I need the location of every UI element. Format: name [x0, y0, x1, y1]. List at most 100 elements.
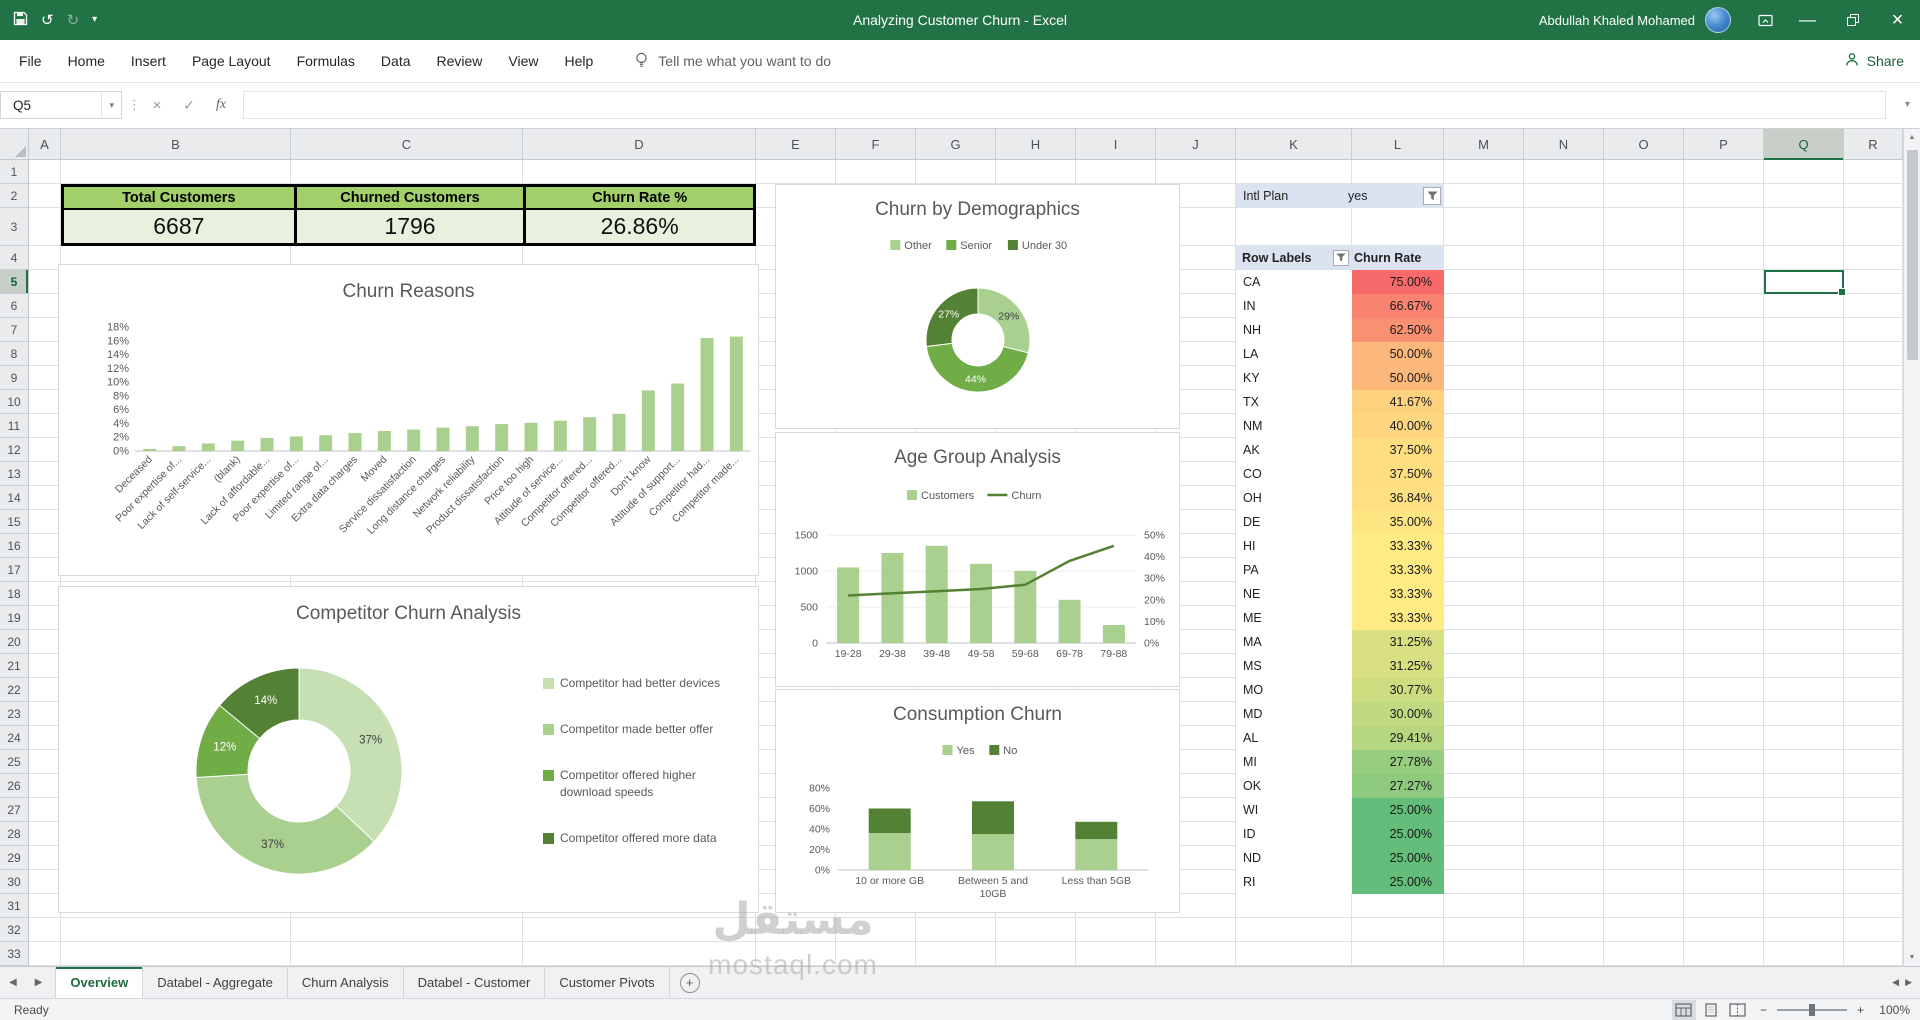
scroll-up-icon[interactable]: ▲ [1908, 134, 1916, 141]
pivot-state-cell[interactable]: AK [1236, 438, 1352, 462]
pivot-state-cell[interactable]: OH [1236, 486, 1352, 510]
ribbon-tab-file[interactable]: File [19, 52, 42, 69]
sheet-tab-databel-customer[interactable]: Databel - Customer [404, 967, 546, 998]
ribbon-tab-page-layout[interactable]: Page Layout [191, 52, 271, 69]
filter-value[interactable]: yes [1348, 189, 1368, 203]
formula-bar-handle[interactable]: ⋮ [128, 97, 141, 112]
page-break-view-icon[interactable] [1726, 1000, 1750, 1020]
formula-input[interactable] [243, 91, 1886, 119]
restore-button[interactable] [1830, 0, 1875, 40]
pivot-state-cell[interactable]: OK [1236, 774, 1352, 798]
column-header-R[interactable]: R [1844, 129, 1903, 160]
pivot-rate-cell[interactable]: 31.25% [1352, 630, 1444, 654]
pivot-rate-cell[interactable]: 36.84% [1352, 486, 1444, 510]
sheet-tab-overview[interactable]: Overview [55, 967, 144, 998]
pivot-rate-cell[interactable]: 40.00% [1352, 414, 1444, 438]
pivot-state-cell[interactable]: ND [1236, 846, 1352, 870]
pivot-rate-cell[interactable]: 33.33% [1352, 534, 1444, 558]
column-header-B[interactable]: B [61, 129, 291, 160]
row-header-23[interactable]: 23 [0, 702, 28, 726]
column-header-E[interactable]: E [756, 129, 836, 160]
column-header-L[interactable]: L [1352, 129, 1444, 160]
column-header-G[interactable]: G [916, 129, 996, 160]
pivot-header-row-labels[interactable]: Row Labels [1236, 246, 1352, 270]
column-header-H[interactable]: H [996, 129, 1076, 160]
row-header-1[interactable]: 1 [0, 160, 28, 184]
kpi-value[interactable]: 1796 [296, 210, 524, 243]
user-name[interactable]: Abdullah Khaled Mohamed [1538, 12, 1695, 28]
pivot-state-cell[interactable]: MD [1236, 702, 1352, 726]
ribbon-tab-data[interactable]: Data [380, 52, 411, 69]
redo-icon[interactable]: ↻ [66, 11, 80, 29]
pivot-rate-cell[interactable]: 75.00% [1352, 270, 1444, 294]
pivot-rate-cell[interactable]: 27.27% [1352, 774, 1444, 798]
pivot-state-cell[interactable]: MS [1236, 654, 1352, 678]
consumption-churn-chart[interactable]: Consumption Churn Yes No 0% 20% 40% 60% 80% 10 … [775, 689, 1180, 913]
column-header-O[interactable]: O [1604, 129, 1684, 160]
kpi-value[interactable]: 26.86% [526, 210, 753, 243]
row-header-2[interactable]: 2 [0, 184, 28, 208]
pivot-rate-cell[interactable]: 35.00% [1352, 510, 1444, 534]
column-header-D[interactable]: D [523, 129, 756, 160]
row-header-14[interactable]: 14 [0, 486, 28, 510]
age-group-chart[interactable]: Age Group Analysis Customers Churn 0 500 100… [775, 432, 1180, 687]
select-all-corner[interactable] [0, 129, 29, 160]
add-sheet-button[interactable]: + [679, 972, 700, 993]
pivot-state-cell[interactable]: PA [1236, 558, 1352, 582]
pivot-state-cell[interactable]: RI [1236, 870, 1352, 894]
row-header-19[interactable]: 19 [0, 606, 28, 630]
row-header-7[interactable]: 7 [0, 318, 28, 342]
zoom-level[interactable]: 100% [1879, 1002, 1910, 1017]
row-header-22[interactable]: 22 [0, 678, 28, 702]
row-header-6[interactable]: 6 [0, 294, 28, 318]
enter-entry-icon[interactable]: ✓ [183, 96, 195, 113]
row-header-13[interactable]: 13 [0, 462, 28, 486]
minimize-button[interactable]: — [1799, 10, 1816, 29]
ribbon-tab-home[interactable]: Home [67, 52, 105, 69]
competitor-churn-chart[interactable]: Competitor Churn Analysis Competitor had… [58, 586, 759, 913]
pivot-rate-cell[interactable]: 37.50% [1352, 462, 1444, 486]
column-header-F[interactable]: F [836, 129, 916, 160]
row-header-18[interactable]: 18 [0, 582, 28, 606]
pivot-state-cell[interactable]: MA [1236, 630, 1352, 654]
ribbon-tab-help[interactable]: Help [564, 52, 594, 69]
pivot-state-cell[interactable]: CA [1236, 270, 1352, 294]
row-header-15[interactable]: 15 [0, 510, 28, 534]
column-header-P[interactable]: P [1684, 129, 1764, 160]
pivot-rate-cell[interactable]: 30.00% [1352, 702, 1444, 726]
column-header-K[interactable]: K [1236, 129, 1352, 160]
pivot-state-cell[interactable]: TX [1236, 390, 1352, 414]
page-layout-view-icon[interactable] [1699, 1000, 1723, 1020]
column-header-J[interactable]: J [1156, 129, 1236, 160]
selected-cell-outline[interactable] [1764, 270, 1846, 296]
close-button[interactable]: × [1891, 8, 1904, 31]
row-header-5[interactable]: 5 [0, 270, 28, 294]
row-header-17[interactable]: 17 [0, 558, 28, 582]
pivot-state-cell[interactable]: MI [1236, 750, 1352, 774]
pivot-state-cell[interactable]: ME [1236, 606, 1352, 630]
pivot-rate-cell[interactable]: 33.33% [1352, 606, 1444, 630]
share-button[interactable]: Share [1844, 52, 1904, 70]
column-header-N[interactable]: N [1524, 129, 1604, 160]
kpi-value[interactable]: 6687 [64, 210, 294, 243]
insert-function-icon[interactable]: fx [215, 97, 227, 112]
ribbon-tab-insert[interactable]: Insert [130, 52, 166, 69]
column-header-M[interactable]: M [1444, 129, 1524, 160]
pivot-rate-cell[interactable]: 31.25% [1352, 654, 1444, 678]
cells-area[interactable]: Total Customers 6687 Churned Customers 1… [29, 160, 1903, 966]
column-header-I[interactable]: I [1076, 129, 1156, 160]
demographics-chart[interactable]: Churn by Demographics Other Senior Under 3… [775, 184, 1180, 429]
pivot-state-cell[interactable]: NH [1236, 318, 1352, 342]
vertical-scrollbar[interactable]: ▲ ▼ [1903, 129, 1920, 966]
row-header-9[interactable]: 9 [0, 366, 28, 390]
row-header-12[interactable]: 12 [0, 438, 28, 462]
pivot-state-cell[interactable]: NM [1236, 414, 1352, 438]
row-header-29[interactable]: 29 [0, 846, 28, 870]
pivot-state-cell[interactable]: MO [1236, 678, 1352, 702]
row-header-33[interactable]: 33 [0, 942, 28, 966]
pivot-rate-cell[interactable]: 62.50% [1352, 318, 1444, 342]
row-header-32[interactable]: 32 [0, 918, 28, 942]
row-header-26[interactable]: 26 [0, 774, 28, 798]
pivot-state-cell[interactable]: AL [1236, 726, 1352, 750]
ribbon-tab-review[interactable]: Review [436, 52, 483, 69]
